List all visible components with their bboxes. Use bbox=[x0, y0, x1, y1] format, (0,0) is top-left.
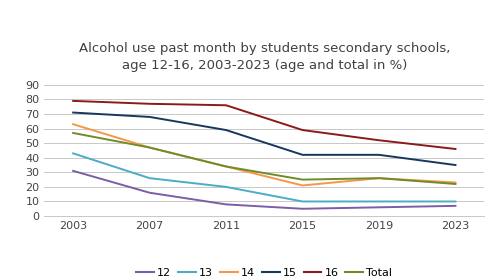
Title: Alcohol use past month by students secondary schools,
age 12-16, 2003-2023 (age : Alcohol use past month by students secon… bbox=[79, 42, 450, 72]
Legend: 12, 13, 14, 15, 16, Total: 12, 13, 14, 15, 16, Total bbox=[132, 264, 397, 277]
